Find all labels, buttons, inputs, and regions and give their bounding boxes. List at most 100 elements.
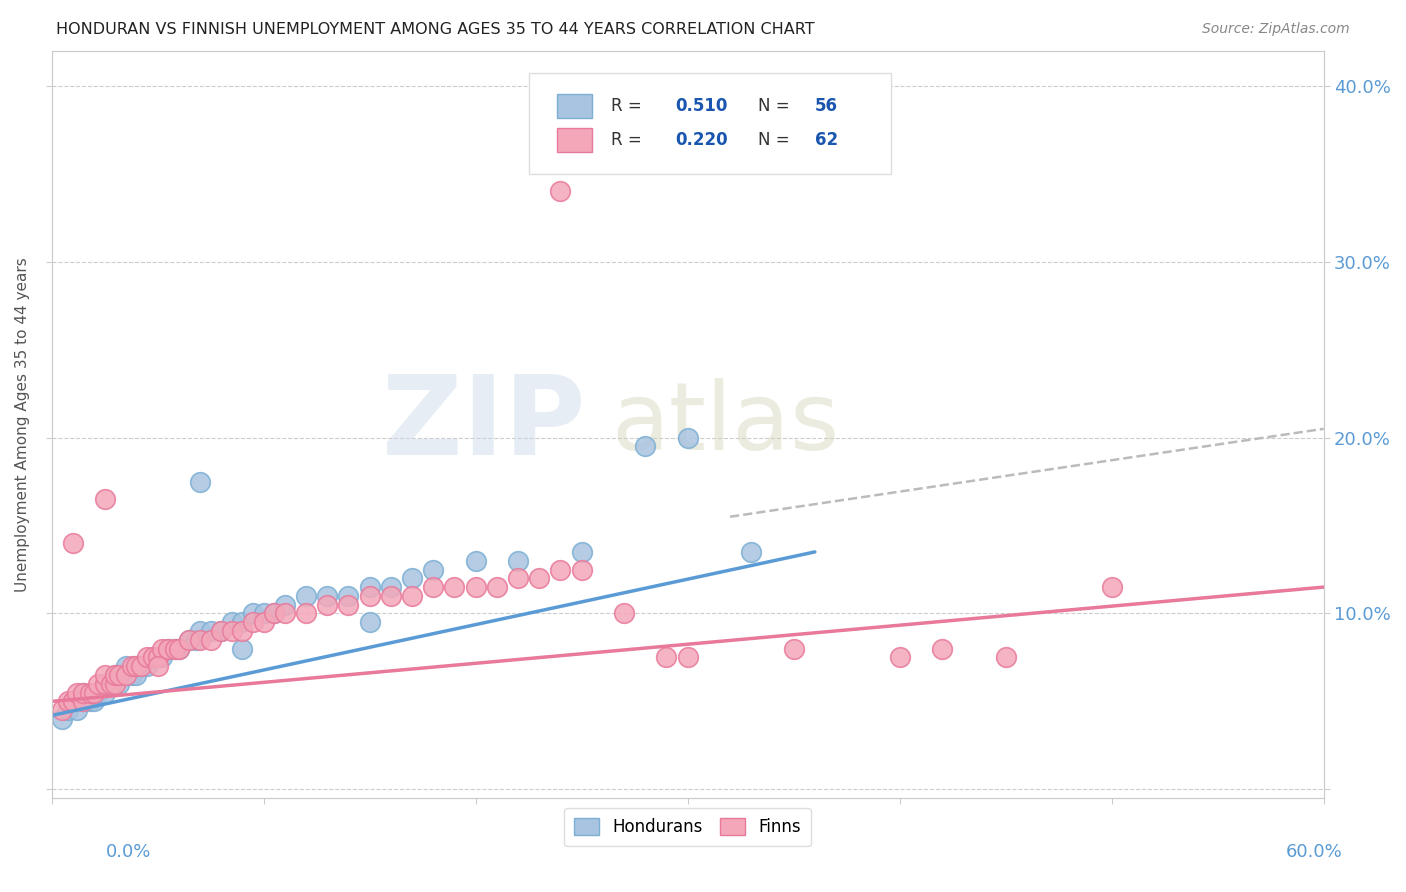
Point [62,694,84,708]
Point [613,607,636,621]
Point [129,659,152,673]
Point [150,650,173,665]
Point [464,580,486,594]
Point [87,685,110,699]
Point [100,677,122,691]
Point [443,580,465,594]
Point [184,632,207,647]
Point [200,624,222,638]
Point [125,668,148,682]
Bar [557,128,592,152]
Point [188,475,211,489]
Point [931,641,953,656]
Y-axis label: Unemployment Among Ages 35 to 44 years: Unemployment Among Ages 35 to 44 years [15,257,30,591]
Point [337,589,360,603]
Text: 62: 62 [815,130,838,149]
Point [200,632,222,647]
Point [401,571,423,585]
Point [72,694,94,708]
Text: atlas: atlas [612,378,839,470]
Point [66,685,89,699]
Point [51,703,73,717]
Point [51,712,73,726]
Point [157,641,180,656]
Point [93,677,115,691]
Point [108,668,131,682]
Point [167,641,190,656]
Point [125,659,148,673]
Point [188,624,211,638]
Point [337,598,360,612]
Point [72,685,94,699]
Point [242,615,264,630]
Point [146,659,169,673]
Point [527,571,550,585]
Point [58,703,80,717]
Point [242,607,264,621]
Point [66,703,89,717]
Point [485,580,508,594]
Text: 0.0%: 0.0% [105,843,150,861]
Point [114,668,136,682]
Point [108,677,131,691]
Point [994,650,1017,665]
Point [252,607,274,621]
Point [146,650,169,665]
Point [263,607,285,621]
Point [359,589,381,603]
Point [506,571,529,585]
Point [104,668,127,682]
Point [72,694,94,708]
Point [114,659,136,673]
Point [231,615,253,630]
Point [221,624,243,638]
Point [83,694,105,708]
Point [571,562,593,576]
Point [79,694,101,708]
Text: 0.510: 0.510 [675,97,727,115]
Point [380,589,402,603]
Point [252,615,274,630]
Point [136,659,159,673]
Text: R =: R = [612,97,647,115]
Text: 56: 56 [815,97,838,115]
Point [83,685,105,699]
Point [104,677,127,691]
Point [93,677,115,691]
Point [571,545,593,559]
Text: 60.0%: 60.0% [1286,843,1343,861]
Point [79,685,101,699]
Text: HONDURAN VS FINNISH UNEMPLOYMENT AMONG AGES 35 TO 44 YEARS CORRELATION CHART: HONDURAN VS FINNISH UNEMPLOYMENT AMONG A… [56,22,815,37]
Point [655,650,678,665]
Point [93,685,115,699]
Point [136,650,159,665]
Point [104,677,127,691]
Point [129,659,152,673]
Point [380,580,402,594]
Point [179,632,201,647]
Point [93,492,115,507]
Point [142,650,165,665]
Point [209,624,232,638]
Point [889,650,911,665]
Point [121,668,143,682]
Point [274,607,297,621]
Point [142,650,165,665]
Point [274,598,297,612]
Point [87,677,110,691]
Point [359,615,381,630]
Point [316,598,339,612]
Text: ZIP: ZIP [382,371,586,478]
Point [316,589,339,603]
Point [209,624,232,638]
Point [676,431,699,445]
Point [359,580,381,594]
Point [1101,580,1123,594]
Point [114,668,136,682]
Point [93,668,115,682]
Point [188,632,211,647]
Point [163,641,186,656]
Point [104,668,127,682]
Point [263,607,285,621]
Point [231,641,253,656]
